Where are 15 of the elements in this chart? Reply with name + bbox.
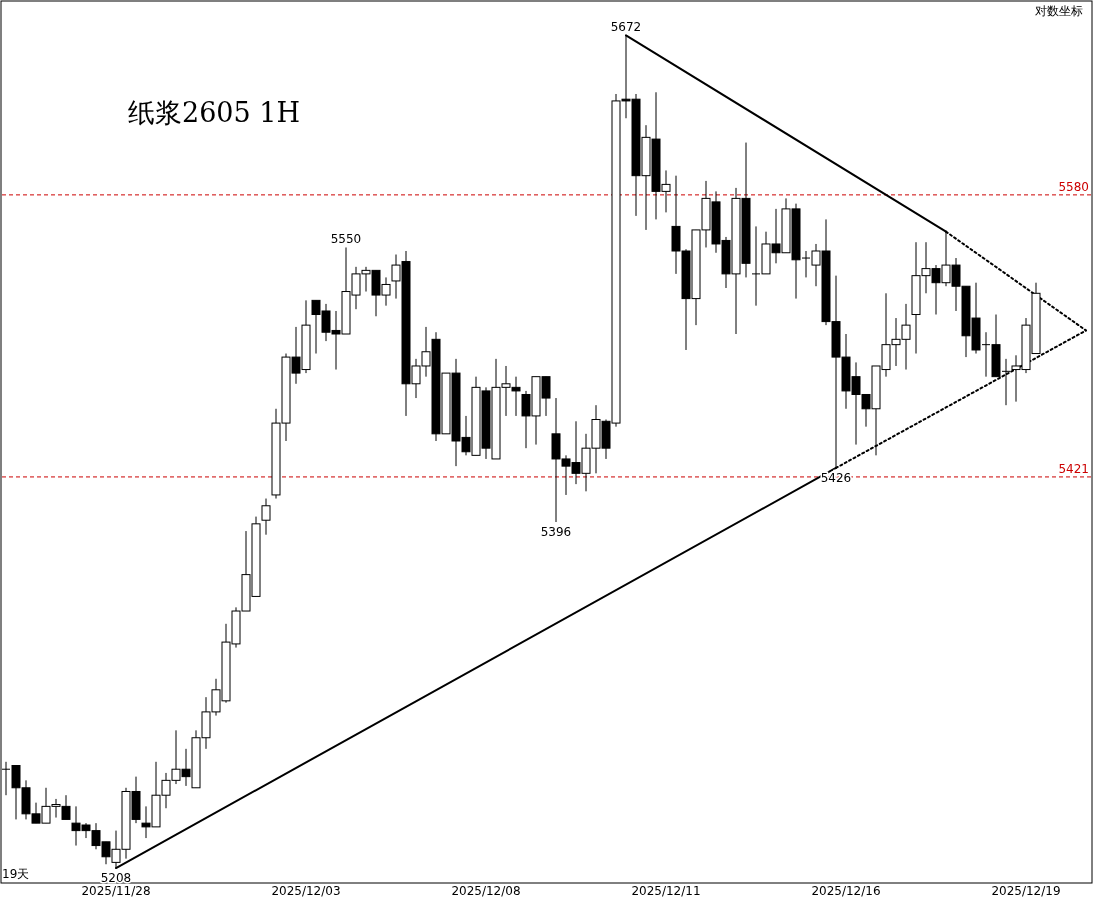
x-tick-label: 2025/12/11	[631, 884, 701, 898]
x-tick-label: 2025/11/28	[81, 884, 151, 898]
annotation: 5672	[610, 20, 642, 35]
annotation: 对数坐标	[1035, 4, 1083, 18]
annotation: 5396	[540, 525, 572, 540]
annotation: 5550	[330, 232, 362, 247]
x-tick-label: 2025/12/08	[451, 884, 521, 898]
x-tick-label: 2025/12/03	[271, 884, 341, 898]
annotation: 5208	[100, 871, 132, 885]
x-tick-label: 2025/12/16	[811, 884, 881, 898]
annotation: 19天	[2, 867, 30, 881]
ref-line-label: 5421	[1058, 461, 1089, 476]
ref-line-label: 5580	[1058, 179, 1089, 194]
x-tick-label: 2025/12/19	[991, 884, 1061, 898]
text: 纸浆2605 1H	[128, 97, 301, 128]
